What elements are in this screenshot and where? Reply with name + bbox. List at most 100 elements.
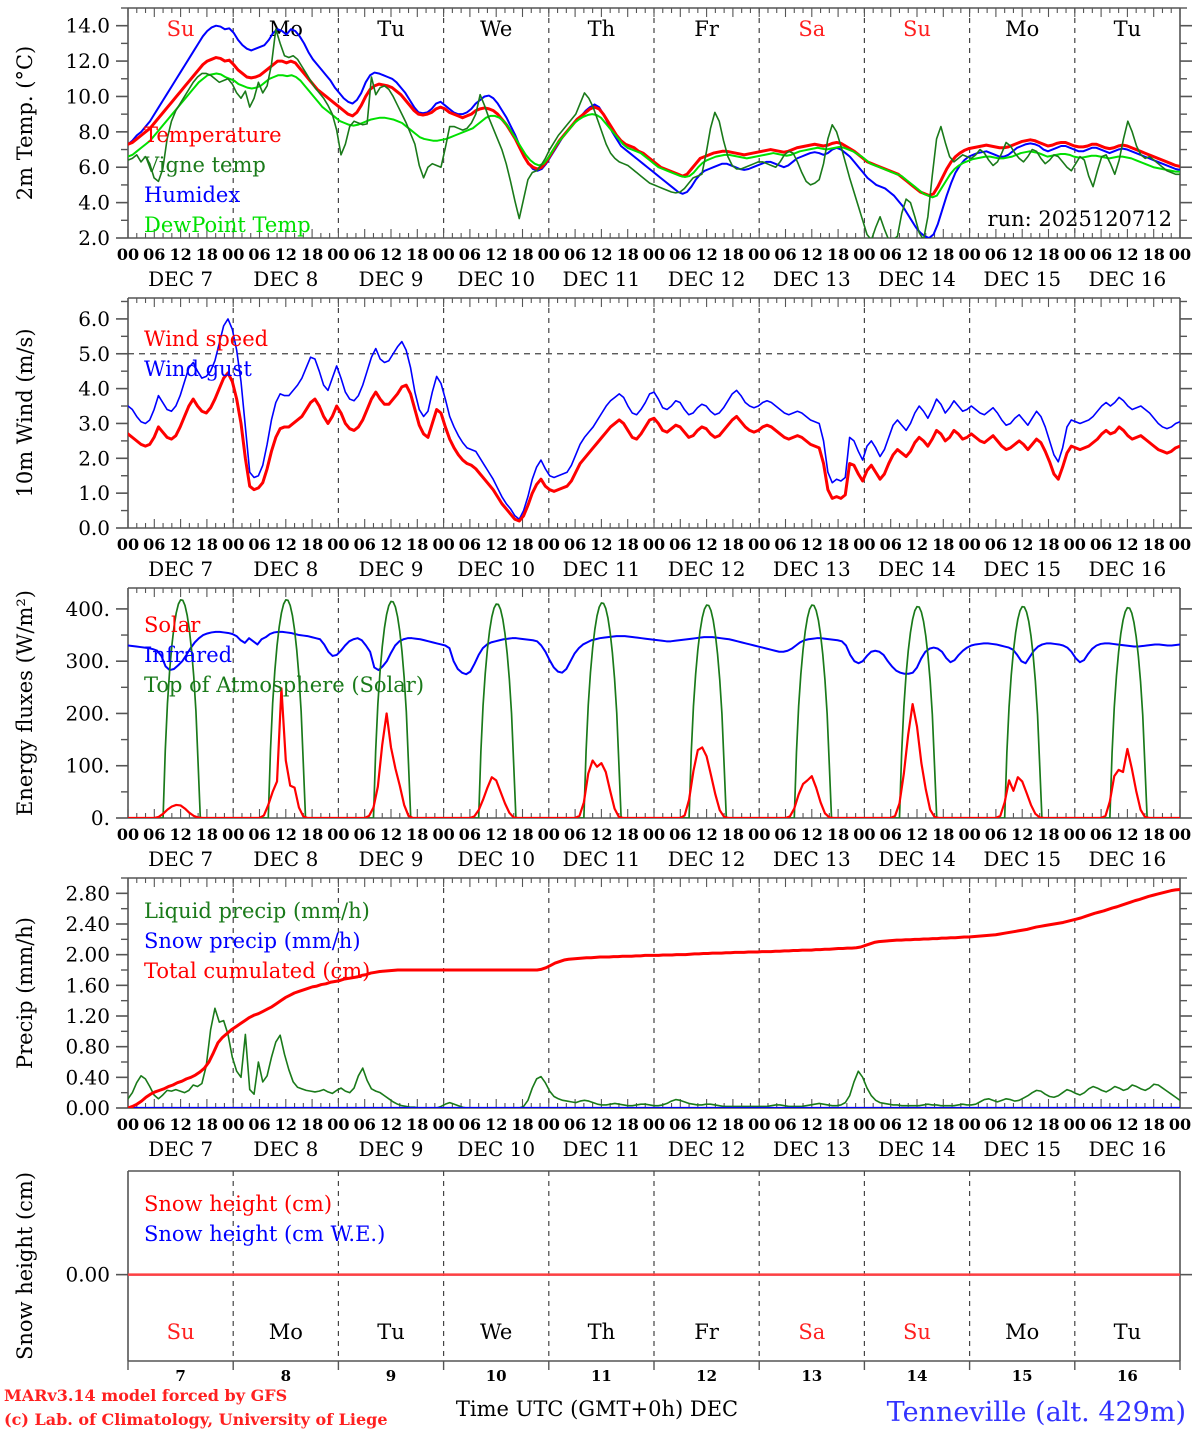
hour-tick-label: 06 <box>985 825 1007 844</box>
day-name-label: Su <box>167 17 195 41</box>
hour-tick-label: 00 <box>222 245 244 264</box>
hour-tick-label: 12 <box>695 245 717 264</box>
day-name-label: Su <box>903 1320 931 1344</box>
hour-tick-label: 18 <box>722 245 744 264</box>
day-date-label: DEC 11 <box>563 1137 641 1161</box>
hour-tick-label: 00 <box>222 825 244 844</box>
legend-label: Wind gust <box>144 357 252 381</box>
chart-temperature: 2.0 4.0 6.0 8.0 10.0 12.0 14.0 2m Temp. (°C) Su M… <box>13 7 1192 291</box>
hour-tick-label: 18 <box>1143 245 1165 264</box>
day-date-label: DEC 8 <box>253 267 318 291</box>
hour-tick-label: 12 <box>801 245 823 264</box>
hour-tick-label: 18 <box>196 1115 218 1134</box>
chart-energy: 0. 100. 200. 300. 400. Energy fluxes (W/m²) So… <box>13 587 1192 871</box>
day-date-label: DEC 8 <box>253 1137 318 1161</box>
hour-tick-label: 18 <box>1037 1115 1059 1134</box>
day-date-label: DEC 12 <box>668 1137 746 1161</box>
hour-tick-label: 12 <box>169 1115 191 1134</box>
ytick-label: 0.40 <box>65 1065 110 1089</box>
hour-tick-label: 06 <box>880 535 902 554</box>
ytick-label: 5.0 <box>78 342 110 366</box>
hour-tick-label: 12 <box>1011 1115 1033 1134</box>
series-toa <box>128 599 1180 818</box>
hour-tick-label: 06 <box>143 535 165 554</box>
hour-tick-label: 18 <box>722 1115 744 1134</box>
hour-tick-label: 18 <box>301 1115 323 1134</box>
hour-tick-label: 06 <box>248 1115 270 1134</box>
ytick-label: 2.00 <box>65 943 110 967</box>
day-date-label: DEC 11 <box>563 847 641 871</box>
hour-tick-label: 06 <box>880 1115 902 1134</box>
day-date-label: DEC 12 <box>668 557 746 581</box>
series-line <box>128 318 1180 521</box>
day-name-label: Sa <box>798 17 825 41</box>
hour-tick-label: 06 <box>354 535 376 554</box>
ytick-label: 14.0 <box>65 14 110 38</box>
hour-tick-label: 12 <box>485 245 507 264</box>
ytick-label: 8.0 <box>78 120 110 144</box>
hour-tick-label: 00 <box>1064 245 1086 264</box>
day-number-label: 12 <box>696 1367 717 1385</box>
hour-tick-label: 00 <box>853 1115 875 1134</box>
hour-tick-label: 18 <box>1037 535 1059 554</box>
series-solar <box>128 687 1180 818</box>
hour-tick-label: 18 <box>301 245 323 264</box>
day-date-label: DEC 15 <box>983 1137 1061 1161</box>
hour-tick-label: 12 <box>275 1115 297 1134</box>
ytick-label: 0.80 <box>65 1035 110 1059</box>
hour-tick-label: 00 <box>1064 825 1086 844</box>
hour-tick-label: 06 <box>564 245 586 264</box>
day-number-label: 14 <box>907 1367 928 1385</box>
footer-model-line: MARv3.14 model forced by GFS <box>4 1386 287 1405</box>
hour-tick-label: 00 <box>1169 535 1191 554</box>
ytick-label: 100. <box>65 754 110 778</box>
ytick-label: 0.00 <box>65 1263 110 1287</box>
hour-tick-label: 12 <box>380 245 402 264</box>
hour-tick-label: 00 <box>117 1115 139 1134</box>
hour-tick-label: 18 <box>406 825 428 844</box>
hour-tick-label: 12 <box>169 245 191 264</box>
hour-tick-label: 18 <box>511 245 533 264</box>
ytick-label: 4.0 <box>78 191 110 215</box>
hour-tick-label: 18 <box>932 245 954 264</box>
legend-label: Humidex <box>144 183 240 207</box>
hour-tick-label: 12 <box>906 1115 928 1134</box>
hour-tick-label: 12 <box>1011 535 1033 554</box>
ytick-label: 1.20 <box>65 1004 110 1028</box>
footer-copyright-line: (c) Lab. of Climatology, University of L… <box>4 1410 388 1429</box>
hour-tick-label: 12 <box>695 1115 717 1134</box>
hour-tick-label: 06 <box>248 535 270 554</box>
ytick-label: 0.00 <box>65 1096 110 1120</box>
series-line <box>128 24 1180 238</box>
hour-tick-label: 12 <box>485 1115 507 1134</box>
hour-tick-label: 12 <box>1011 825 1033 844</box>
hour-tick-label: 00 <box>327 245 349 264</box>
ytick-label: 12.0 <box>65 49 110 73</box>
hour-tick-label: 00 <box>432 825 454 844</box>
hour-tick-label: 18 <box>1143 535 1165 554</box>
day-date-label: DEC 10 <box>457 1137 535 1161</box>
ytick-label: 4.0 <box>78 377 110 401</box>
hour-tick-label: 00 <box>117 535 139 554</box>
day-date-label: DEC 14 <box>878 557 956 581</box>
hour-tick-label: 18 <box>406 245 428 264</box>
hour-tick-label: 06 <box>1090 535 1112 554</box>
hour-tick-label: 12 <box>590 825 612 844</box>
day-name-label: Mo <box>269 1320 303 1344</box>
hour-tick-label: 12 <box>1116 825 1138 844</box>
hour-tick-label: 18 <box>196 825 218 844</box>
hour-tick-label: 12 <box>485 535 507 554</box>
day-name-label: Tu <box>1114 17 1142 41</box>
day-name-label: Tu <box>1114 1320 1142 1344</box>
day-number-label: 13 <box>801 1367 822 1385</box>
hour-tick-label: 00 <box>222 1115 244 1134</box>
hour-tick-label: 00 <box>958 245 980 264</box>
day-number-label: 8 <box>281 1367 291 1385</box>
day-name-label: Mo <box>1005 1320 1039 1344</box>
hour-tick-label: 12 <box>590 245 612 264</box>
day-date-label: DEC 12 <box>668 847 746 871</box>
day-date-label: DEC 7 <box>148 847 213 871</box>
legend-label: Snow precip (mm/h) <box>144 929 361 953</box>
day-name-label: Fr <box>694 1320 720 1344</box>
hour-tick-label: 06 <box>564 535 586 554</box>
